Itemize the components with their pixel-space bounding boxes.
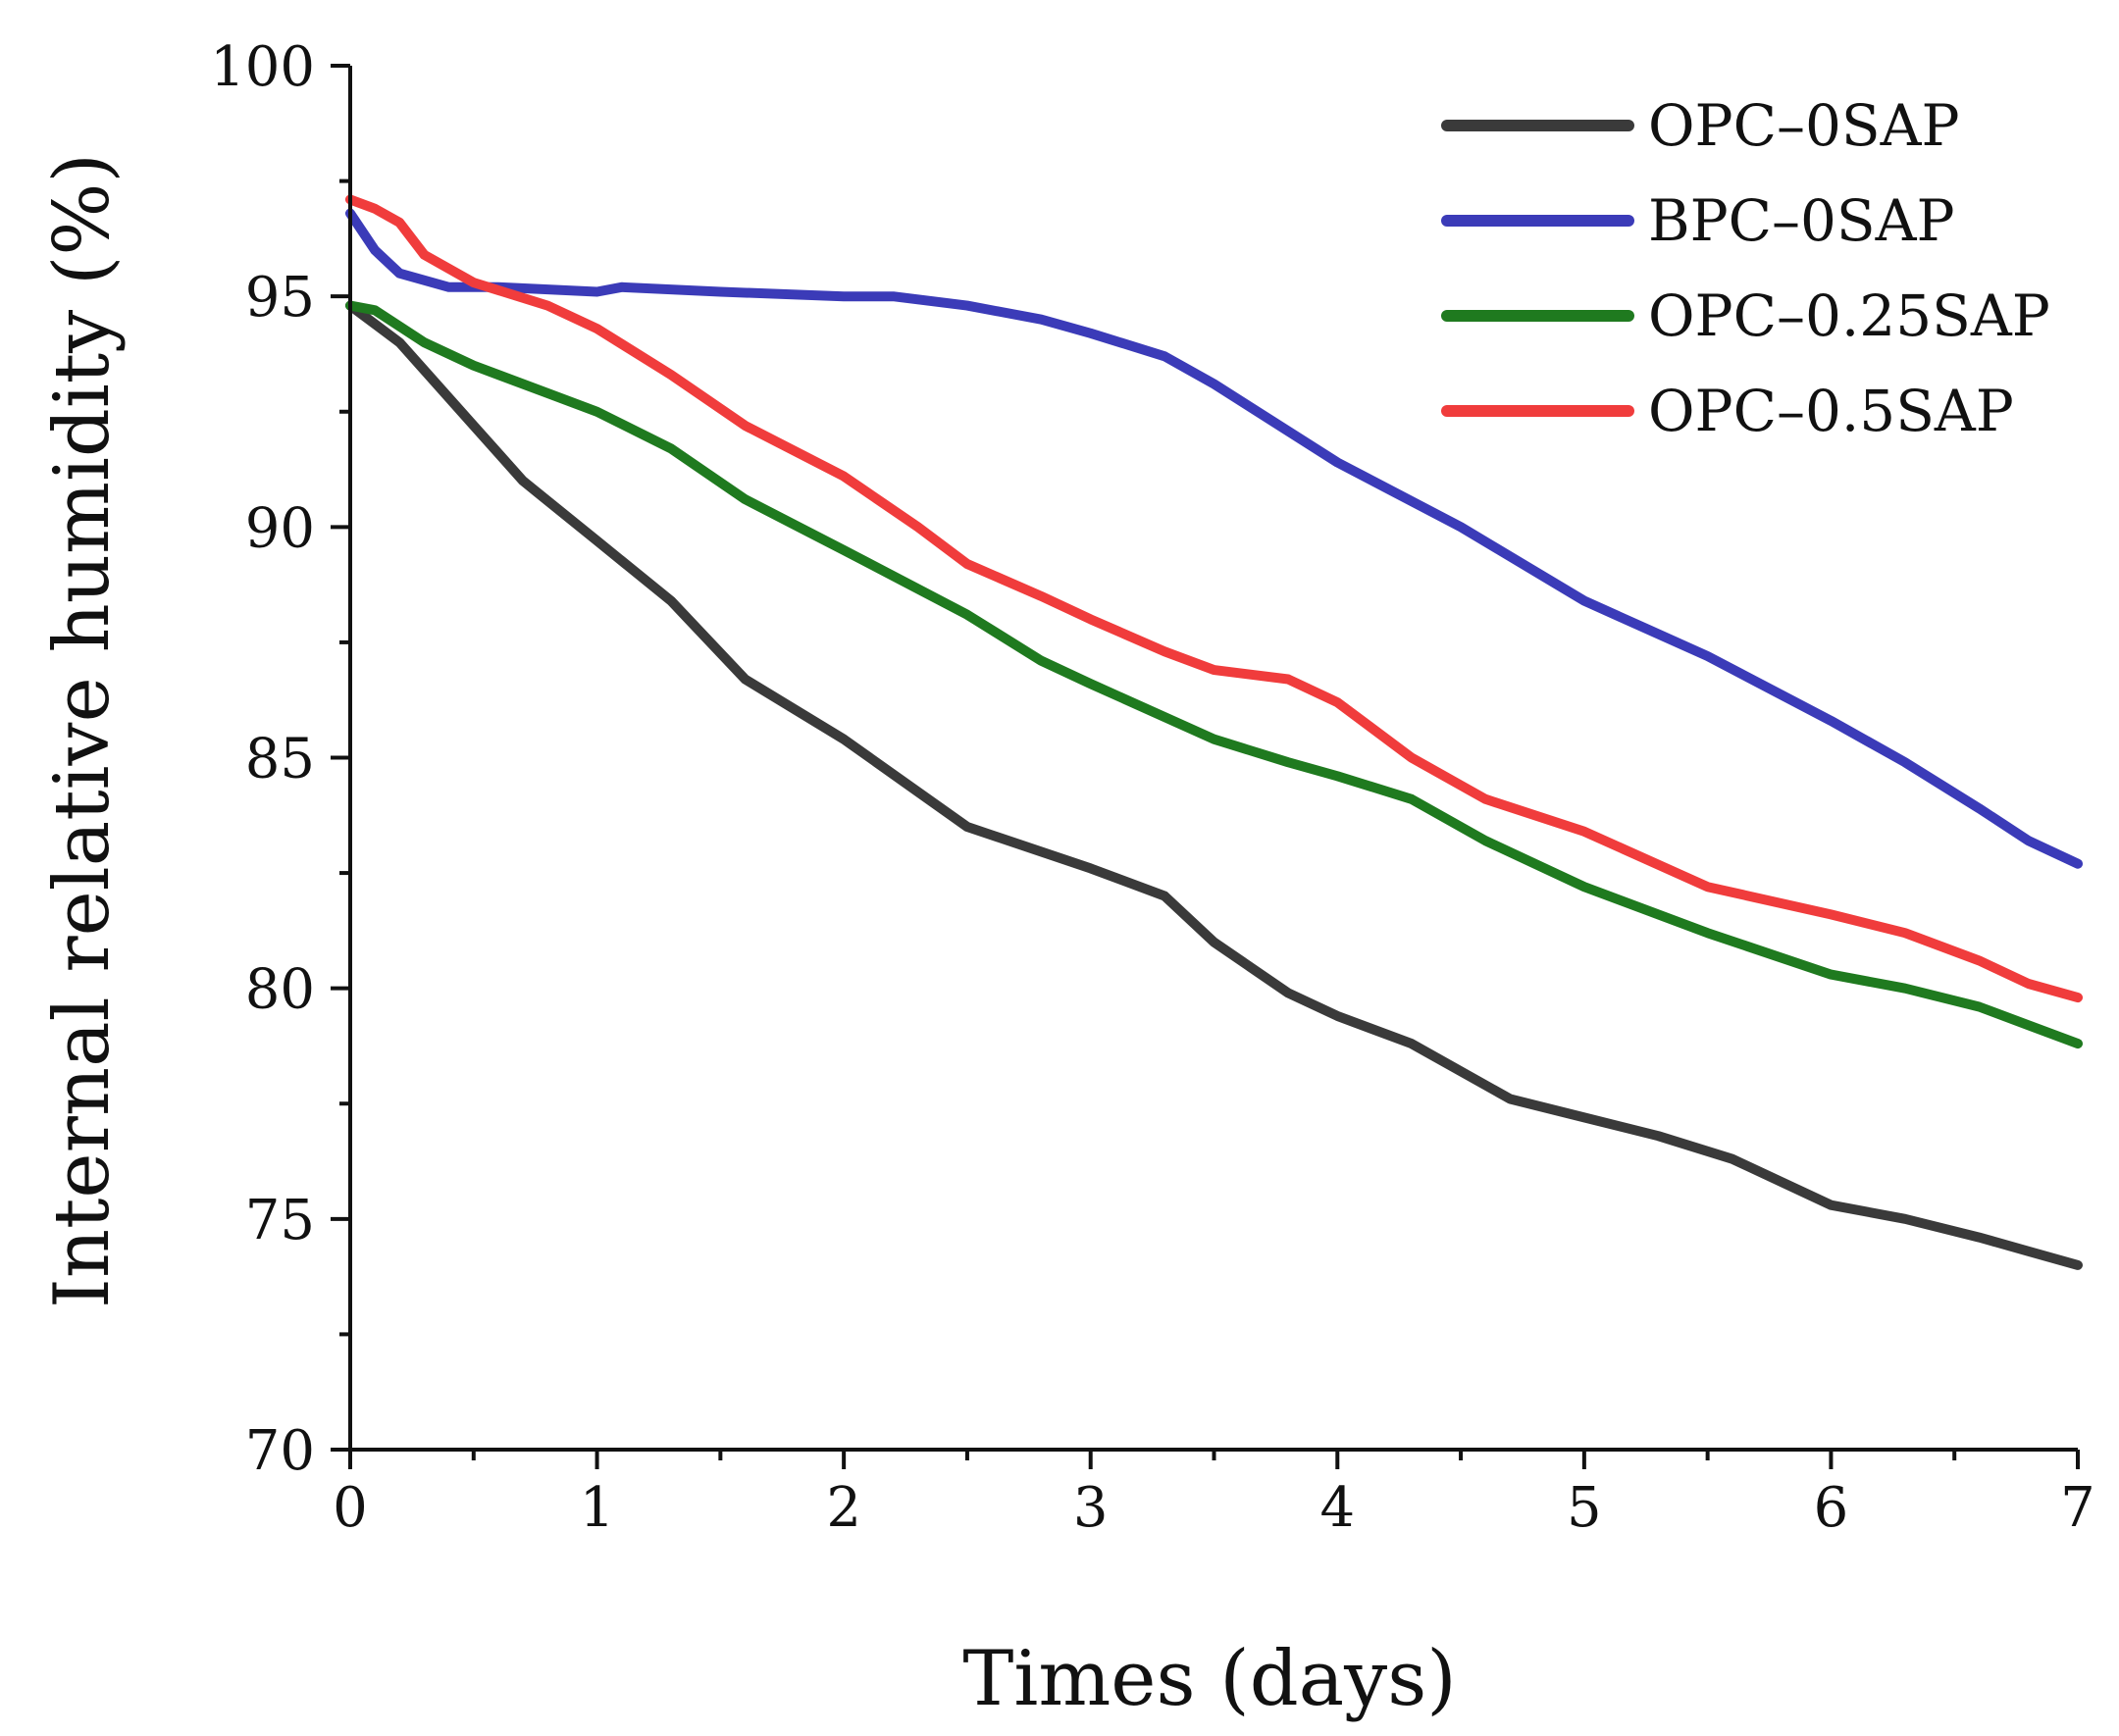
y-tick-label: 70	[245, 1419, 315, 1483]
series-line-4	[345, 194, 2083, 1003]
y-axis-title: Internal relative humidity (%)	[38, 153, 127, 1308]
legend-label-4: OPC–0.5SAP	[1648, 378, 2014, 444]
y-tick-label: 100	[210, 35, 315, 99]
x-tick-label: 0	[333, 1476, 368, 1540]
x-tick-label: 7	[2060, 1476, 2095, 1540]
x-tick-label: 3	[1073, 1476, 1109, 1540]
y-tick-label: 90	[245, 496, 315, 560]
y-tick-label: 75	[245, 1189, 315, 1252]
ticks-layer: 0 1 2 3 4 5 6 7 70 75 80 85 90 95 100	[210, 35, 2095, 1540]
series-layer	[345, 194, 2083, 1270]
series-line-3	[345, 300, 2083, 1049]
legend-label-2: BPC–0SAP	[1648, 187, 1955, 254]
x-tick-label: 2	[826, 1476, 861, 1540]
x-axis-title: Times (days)	[962, 1635, 1456, 1723]
x-tick-label: 6	[1814, 1476, 1849, 1540]
x-tick-label: 5	[1567, 1476, 1602, 1540]
x-tick-label: 4	[1319, 1476, 1355, 1540]
y-tick-label: 80	[245, 958, 315, 1022]
series-line-1	[345, 300, 2083, 1270]
axes-layer	[348, 66, 2078, 1452]
legend-label-3: OPC–0.25SAP	[1648, 282, 2050, 349]
x-tick-label: 1	[580, 1476, 615, 1540]
legend-label-1: OPC–0SAP	[1648, 92, 1960, 159]
y-tick-label: 85	[245, 728, 315, 791]
legend: OPC–0SAP BPC–0SAP OPC–0.25SAP OPC–0.5SAP	[1441, 92, 2050, 444]
y-tick-label: 95	[245, 266, 315, 330]
